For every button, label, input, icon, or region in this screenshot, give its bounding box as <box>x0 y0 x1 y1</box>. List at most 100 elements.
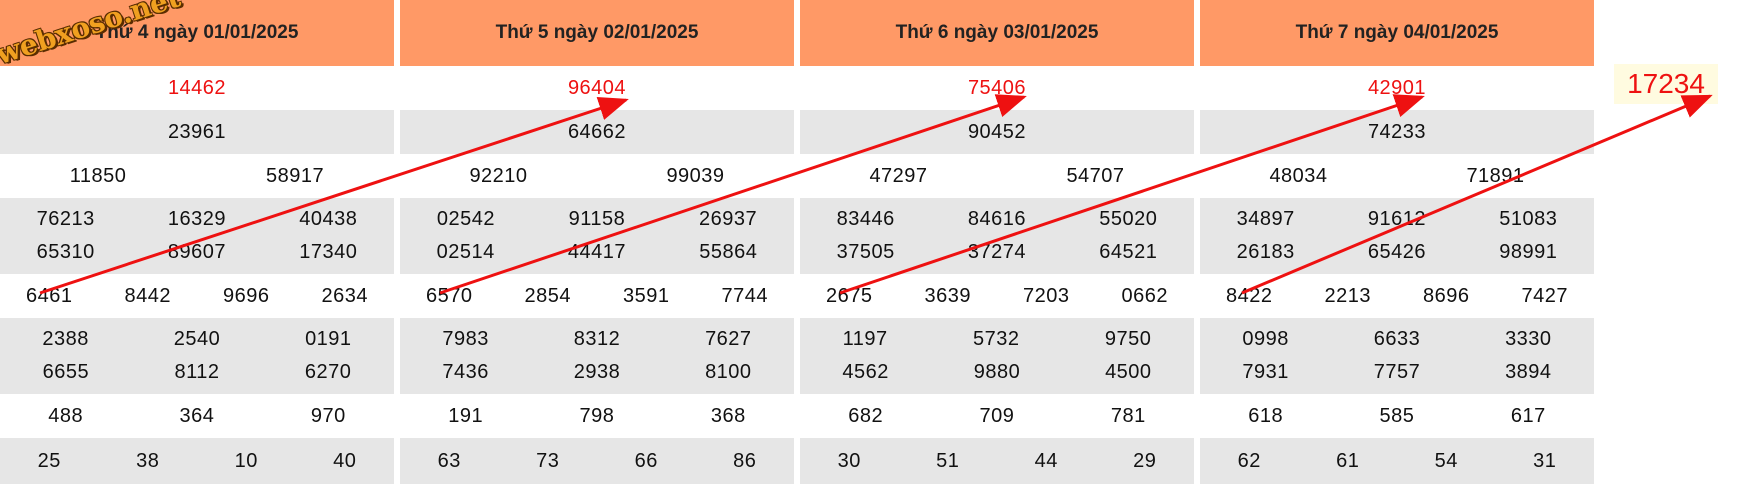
number-cell: 62 <box>1237 449 1261 472</box>
number-cell: 2675 <box>826 284 873 307</box>
number-cell: 8112 <box>174 361 220 383</box>
number-cell: 51 <box>936 449 960 472</box>
number-cell: 84616 <box>967 208 1027 230</box>
number-cell: 9880 <box>973 361 1021 383</box>
number-cell: 40 <box>333 449 357 472</box>
number-cell: 6270 <box>304 361 352 383</box>
seventh-prize-row: 25 38 10 40 <box>0 438 394 484</box>
result-column-4: Thứ 7 ngày 04/01/2025 42901 74233 48034 7189… <box>1200 0 1594 484</box>
number-cell: 51083 <box>1499 208 1558 230</box>
sixth-prize-row: 191 798 368 <box>400 394 794 438</box>
arrow-2 <box>439 94 1027 295</box>
fifth-prize-row: 7983 8312 7627 7436 2938 8100 <box>400 318 794 394</box>
number-cell: 5732 <box>973 328 1020 350</box>
number-cell: 0662 <box>1121 284 1168 307</box>
number-cell: 368 <box>710 404 746 427</box>
number-cell: 25 <box>37 449 61 472</box>
number-cell: 7983 <box>442 328 489 350</box>
number-cell: 26183 <box>1236 241 1295 263</box>
number-cell: 64662 <box>567 120 627 143</box>
number-cell: 16329 <box>167 208 227 230</box>
seventh-prize-row: 30 51 44 29 <box>800 438 1194 484</box>
number-cell: 55864 <box>699 241 758 263</box>
fifth-prize-line: 4562 9880 4500 <box>800 356 1194 389</box>
second-prize-row: 47297 54707 <box>800 154 1194 198</box>
second-prize-row: 48034 71891 <box>1200 154 1594 198</box>
number-cell: 488 <box>48 404 84 427</box>
number-cell: 8422 <box>1226 284 1273 307</box>
fifth-prize-line: 2388 2540 0191 <box>0 323 394 356</box>
fifth-prize-line: 0998 6633 3330 <box>1200 323 1594 356</box>
seventh-prize-row: 63 73 66 86 <box>400 438 794 484</box>
number-cell: 40438 <box>299 208 358 230</box>
number-cell: 92210 <box>469 164 528 187</box>
result-column-1: Thứ 4 ngày 01/01/2025 14462 23961 11850 5891… <box>0 0 394 484</box>
number-cell: 76213 <box>36 208 95 230</box>
number-cell: 618 <box>1248 404 1284 427</box>
arrow-3 <box>839 94 1425 295</box>
number-cell: 970 <box>310 404 346 427</box>
third-prize-line: 83446 84616 55020 <box>800 203 1194 236</box>
number-cell: 54707 <box>1066 164 1125 187</box>
number-cell: 02514 <box>436 241 495 263</box>
number-cell: 585 <box>1379 404 1415 427</box>
sixth-prize-row: 488 364 970 <box>0 394 394 438</box>
number-cell: 8100 <box>705 361 752 383</box>
number-cell: 90452 <box>967 120 1027 143</box>
number-cell: 6461 <box>26 284 73 307</box>
number-cell: 91612 <box>1367 208 1427 230</box>
number-cell: 0191 <box>305 328 352 350</box>
number-cell: 54 <box>1434 449 1458 472</box>
number-cell: 2938 <box>573 361 621 383</box>
number-cell: 2854 <box>524 284 571 307</box>
number-cell: 7427 <box>1521 284 1568 307</box>
number-cell: 191 <box>448 404 484 427</box>
first-prize-row: 74233 <box>1200 110 1594 154</box>
number-cell: 58917 <box>266 164 325 187</box>
day-header: Thứ 7 ngày 04/01/2025 <box>1200 0 1594 66</box>
number-cell: 86 <box>733 449 757 472</box>
number-cell: 73 <box>536 449 560 472</box>
number-cell: 66 <box>634 449 658 472</box>
fifth-prize-row: 2388 2540 0191 6655 8112 6270 <box>0 318 394 394</box>
number-cell: 65426 <box>1367 241 1427 263</box>
number-cell: 55020 <box>1099 208 1158 230</box>
number-cell: 75406 <box>967 76 1027 99</box>
arrow-1 <box>39 97 629 295</box>
number-cell: 6633 <box>1373 328 1421 350</box>
number-cell: 682 <box>848 404 884 427</box>
number-cell: 781 <box>1110 404 1146 427</box>
number-cell: 7436 <box>442 361 489 383</box>
day-header: Thứ 5 ngày 02/01/2025 <box>400 0 794 66</box>
fifth-prize-row: 0998 6633 3330 7931 7757 3894 <box>1200 318 1594 394</box>
fourth-prize-row: 8422 2213 8696 7427 <box>1200 274 1594 318</box>
seventh-prize-row: 62 61 54 31 <box>1200 438 1594 484</box>
number-cell: 2540 <box>173 328 221 350</box>
number-cell: 364 <box>179 404 215 427</box>
fourth-prize-row: 6461 8442 9696 2634 <box>0 274 394 318</box>
number-cell: 2213 <box>1324 284 1371 307</box>
number-cell: 29 <box>1133 449 1157 472</box>
fifth-prize-line: 7931 7757 3894 <box>1200 356 1594 389</box>
number-cell: 3639 <box>924 284 971 307</box>
number-cell: 65310 <box>36 241 95 263</box>
arrow-4 <box>1241 94 1713 295</box>
number-cell: 83446 <box>836 208 895 230</box>
number-cell: 31 <box>1533 449 1557 472</box>
number-cell: 30 <box>837 449 861 472</box>
special-prize-row: 14462 <box>0 66 394 110</box>
number-cell: 7931 <box>1242 361 1289 383</box>
number-cell: 63 <box>437 449 461 472</box>
number-cell: 37505 <box>836 241 895 263</box>
third-prize-row: 34897 91612 51083 26183 65426 98991 <box>1200 198 1594 274</box>
number-cell: 34897 <box>1236 208 1295 230</box>
number-cell: 38 <box>136 449 160 472</box>
fourth-prize-row: 6570 2854 3591 7744 <box>400 274 794 318</box>
third-prize-line: 76213 16329 40438 <box>0 203 394 236</box>
first-prize-row: 90452 <box>800 110 1194 154</box>
number-cell: 9750 <box>1104 328 1152 350</box>
number-cell: 798 <box>579 404 615 427</box>
number-cell: 2634 <box>321 284 368 307</box>
number-cell: 6655 <box>42 361 90 383</box>
